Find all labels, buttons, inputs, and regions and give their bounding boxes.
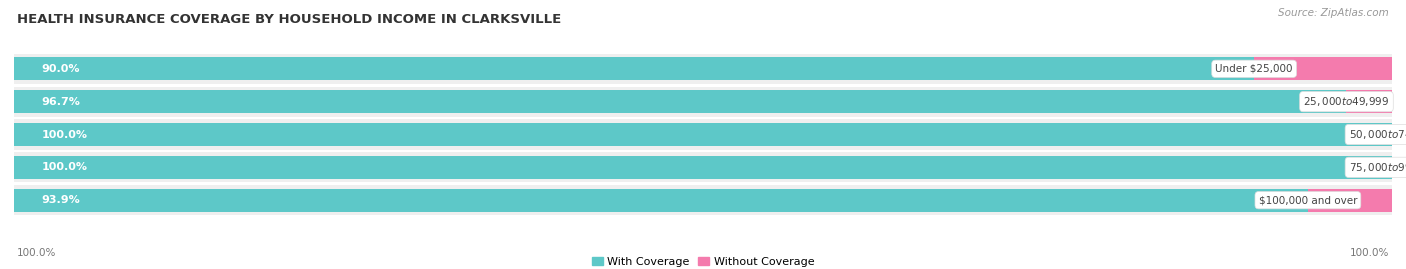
Bar xyxy=(1254,57,1392,80)
Bar xyxy=(14,90,1347,113)
Text: 100.0%: 100.0% xyxy=(42,162,87,172)
Text: 93.9%: 93.9% xyxy=(42,195,80,205)
Text: $75,000 to $99,999: $75,000 to $99,999 xyxy=(1348,161,1406,174)
Bar xyxy=(1347,90,1392,113)
Text: Source: ZipAtlas.com: Source: ZipAtlas.com xyxy=(1278,8,1389,18)
Text: 90.0%: 90.0% xyxy=(42,64,80,74)
Bar xyxy=(14,152,1392,182)
Bar xyxy=(1392,123,1406,146)
Bar xyxy=(14,119,1392,150)
Legend: With Coverage, Without Coverage: With Coverage, Without Coverage xyxy=(588,253,818,269)
Text: HEALTH INSURANCE COVERAGE BY HOUSEHOLD INCOME IN CLARKSVILLE: HEALTH INSURANCE COVERAGE BY HOUSEHOLD I… xyxy=(17,13,561,26)
Text: 100.0%: 100.0% xyxy=(1350,248,1389,258)
Bar xyxy=(14,57,1254,80)
Bar xyxy=(14,54,1392,84)
Bar xyxy=(14,156,1392,179)
Bar xyxy=(14,189,1308,212)
Bar xyxy=(1392,156,1406,179)
Text: $100,000 and over: $100,000 and over xyxy=(1258,195,1357,205)
Text: 100.0%: 100.0% xyxy=(17,248,56,258)
Text: $50,000 to $74,999: $50,000 to $74,999 xyxy=(1348,128,1406,141)
Bar xyxy=(14,123,1392,146)
Bar xyxy=(14,185,1392,215)
Bar xyxy=(1308,189,1393,212)
Text: Under $25,000: Under $25,000 xyxy=(1215,64,1294,74)
Text: 100.0%: 100.0% xyxy=(42,129,87,140)
Text: 96.7%: 96.7% xyxy=(42,97,80,107)
Bar xyxy=(14,87,1392,117)
Text: $25,000 to $49,999: $25,000 to $49,999 xyxy=(1303,95,1389,108)
